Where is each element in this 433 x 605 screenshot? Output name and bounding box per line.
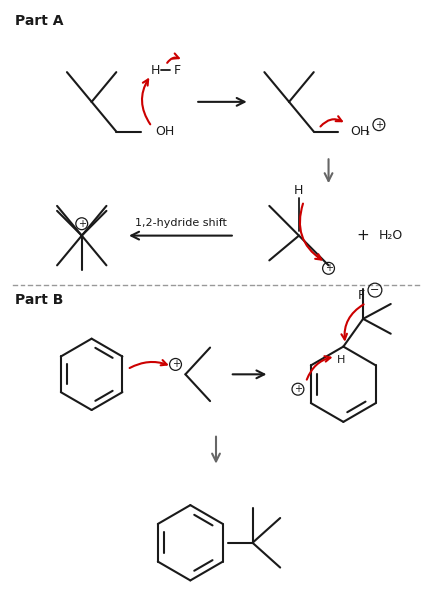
Text: 1,2-hydride shift: 1,2-hydride shift xyxy=(135,218,226,227)
Text: +: + xyxy=(78,219,86,229)
Text: +: + xyxy=(294,384,302,394)
Text: OH: OH xyxy=(155,125,174,138)
Text: +: + xyxy=(325,263,333,273)
Text: −: − xyxy=(370,285,380,295)
Text: H: H xyxy=(151,64,161,77)
Text: F: F xyxy=(174,64,181,77)
Text: Part A: Part A xyxy=(15,13,63,28)
Text: +: + xyxy=(375,120,383,129)
Text: H: H xyxy=(337,356,346,365)
Text: H: H xyxy=(294,183,304,197)
Text: H₂O: H₂O xyxy=(378,229,403,242)
Text: +: + xyxy=(171,359,180,370)
Text: F: F xyxy=(358,289,365,301)
Text: ₂: ₂ xyxy=(366,126,370,137)
Text: +: + xyxy=(357,228,369,243)
Text: OH: OH xyxy=(350,125,369,138)
Text: Part B: Part B xyxy=(15,293,63,307)
